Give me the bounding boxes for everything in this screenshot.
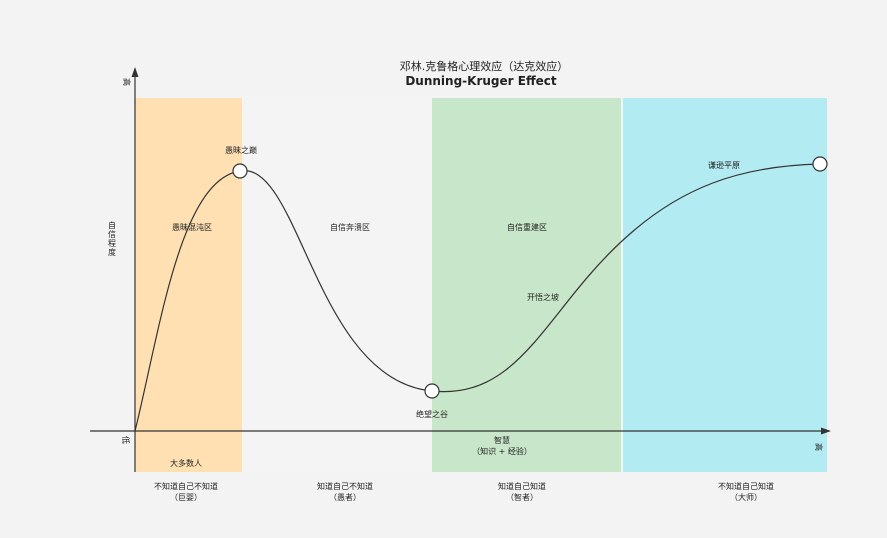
y-axis-high-label: 高 — [122, 78, 132, 86]
slope-label: 开悟之坡 — [527, 292, 559, 302]
zone-label-rebuild: 自信重建区 — [507, 222, 547, 232]
stage-2-line-1: 知道自己不知道 — [317, 481, 373, 491]
x-axis-high-label: 高 — [814, 443, 824, 451]
stage-3-line-2: （智者） — [506, 492, 538, 502]
zone-label-ignorance: 愚昧混沌区 — [172, 222, 212, 232]
zone-collapse — [242, 98, 432, 472]
majority-label: 大多数人 — [170, 458, 202, 468]
title-chinese: 邓林.克鲁格心理效应（达克效应） — [400, 59, 569, 73]
y-axis-label-char-1: 自 — [108, 220, 116, 230]
x-axis-sublabel: （知识 + 经验） — [472, 446, 532, 456]
stage-2-line-2: （愚者） — [329, 493, 361, 502]
y-axis-arrow — [131, 67, 139, 77]
zone-ignorance — [135, 98, 242, 472]
stage-1-line-1: 不知道自己不知道 — [154, 481, 218, 491]
stage-3-line-1: 知道自己知道 — [498, 481, 546, 491]
zone-label-collapse: 自信奔溃区 — [330, 222, 370, 232]
title-english: Dunning-Kruger Effect — [405, 74, 557, 88]
x-axis-label: 智慧 — [494, 435, 510, 445]
y-axis-label-char-4: 度 — [108, 247, 116, 257]
stage-1-line-2: （巨婴） — [170, 493, 202, 502]
y-axis-label-char-2: 信 — [108, 229, 116, 239]
peak-point — [232, 163, 248, 179]
peak-label: 愚昧之巅 — [225, 145, 257, 155]
confidence-curve — [134, 163, 821, 432]
plateau-point — [812, 156, 828, 172]
zone-master — [622, 98, 827, 472]
stage-4-line-1: 不知道自己知道 — [718, 481, 774, 491]
stage-4-line-2: （大师） — [730, 492, 762, 502]
origin-low-label: 低 — [121, 436, 131, 444]
y-axis-label-char-3: 程 — [108, 239, 116, 248]
x-axis-arrow — [821, 427, 831, 435]
valley-label: 绝望之谷 — [416, 409, 448, 419]
plateau-label: 谦逊平原 — [708, 160, 740, 170]
zone-rebuild — [432, 98, 622, 472]
valley-point — [424, 383, 440, 399]
